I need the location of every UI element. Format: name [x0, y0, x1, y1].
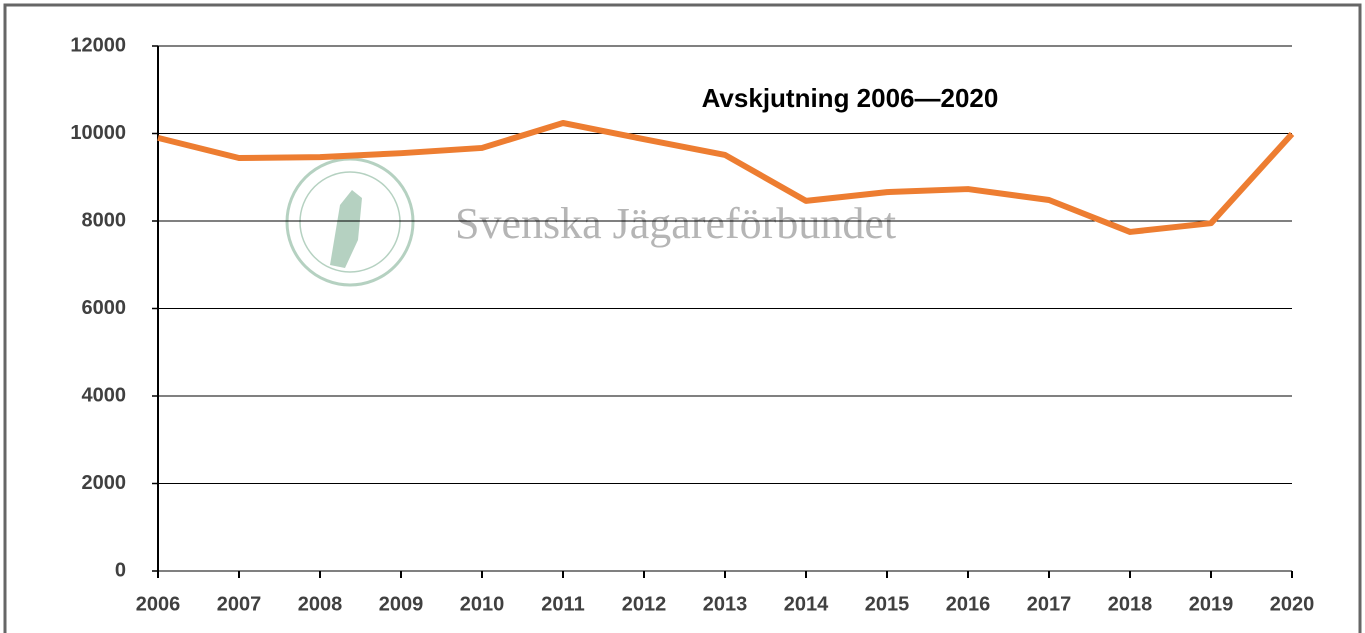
x-tick-label: 2006	[136, 593, 181, 615]
x-tick-label: 2012	[622, 593, 667, 615]
y-tick-label: 12000	[70, 34, 126, 56]
x-tick-label: 2008	[298, 593, 343, 615]
y-tick-label: 8000	[82, 209, 127, 231]
x-tick-label: 2010	[460, 593, 505, 615]
frame	[3, 3, 1362, 633]
chart-title: Avskjutning 2006—2020	[702, 83, 999, 113]
x-tick-label: 2009	[379, 593, 424, 615]
x-tick-label: 2014	[784, 593, 829, 615]
y-tick-label: 0	[115, 559, 126, 581]
x-tick-label: 2018	[1108, 593, 1153, 615]
y-tick-label: 4000	[82, 384, 127, 406]
x-tick-label: 2015	[865, 593, 910, 615]
x-tick-label: 2007	[217, 593, 262, 615]
x-tick-label: 2020	[1270, 593, 1315, 615]
x-tick-label: 2017	[1027, 593, 1072, 615]
y-tick-label: 2000	[82, 472, 127, 494]
y-tick-label: 6000	[82, 297, 127, 319]
y-tick-label: 10000	[70, 122, 126, 144]
x-tick-label: 2013	[703, 593, 748, 615]
line-series	[157, 120, 1295, 235]
x-tick-label: 2019	[1189, 593, 1234, 615]
watermark: Svenska Jägareförbundet	[455, 199, 896, 248]
x-tick-label: 2016	[946, 593, 991, 615]
x-tick-label: 2011	[541, 593, 584, 615]
watermark-logo	[285, 157, 415, 287]
